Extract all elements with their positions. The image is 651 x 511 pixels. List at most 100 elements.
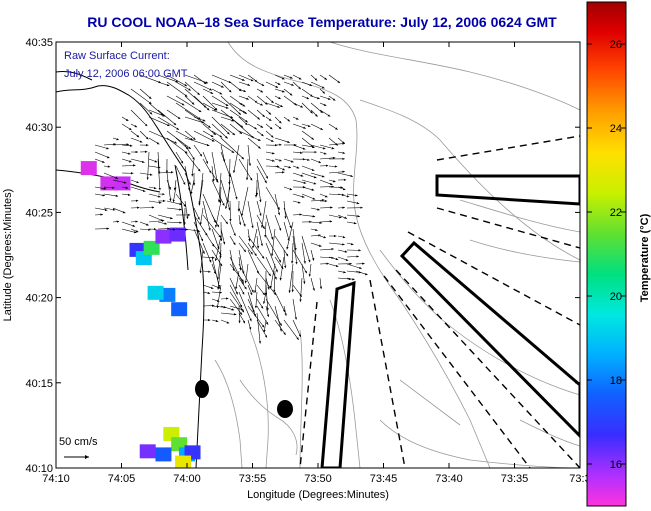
current-vector xyxy=(346,214,360,218)
x-tick-label: 73:45 xyxy=(370,473,398,485)
current-vector xyxy=(265,130,274,138)
current-annotation-line-1: Raw Surface Current: xyxy=(64,50,170,62)
current-vector xyxy=(310,221,322,224)
current-vector xyxy=(292,235,298,265)
current-vector xyxy=(247,228,251,242)
current-vector xyxy=(211,165,215,182)
current-vector xyxy=(283,74,293,79)
current-vector xyxy=(283,88,293,96)
current-vector xyxy=(247,137,261,149)
current-vector xyxy=(337,214,348,219)
x-tick-label: 73:50 xyxy=(304,473,332,485)
current-vector xyxy=(337,256,349,261)
current-vector xyxy=(211,116,230,135)
current-vector xyxy=(184,200,189,219)
current-vector xyxy=(211,228,220,250)
current-vector xyxy=(337,277,352,281)
current-vector xyxy=(292,228,297,251)
current-vector xyxy=(211,284,221,289)
sst-patch xyxy=(155,229,172,244)
current-vector xyxy=(283,158,294,163)
coastline xyxy=(56,71,205,468)
current-vector xyxy=(346,255,359,258)
current-vector xyxy=(247,291,257,317)
current-vector xyxy=(292,249,308,274)
current-vector xyxy=(283,165,292,169)
current-vector xyxy=(247,298,255,313)
current-vector xyxy=(139,130,149,140)
current-vector xyxy=(256,298,264,309)
current-vector xyxy=(264,221,267,238)
current-vector xyxy=(310,109,318,117)
current-vector xyxy=(265,109,272,115)
colorbar-tick-label: 24 xyxy=(610,123,622,135)
current-vector xyxy=(301,144,315,149)
current-vector xyxy=(229,172,238,200)
lane-southeast xyxy=(399,240,580,439)
current-vector xyxy=(292,298,298,320)
y-tick-label: 40:10 xyxy=(25,463,53,475)
current-vector xyxy=(121,164,136,167)
current-vector xyxy=(279,256,285,281)
current-vector xyxy=(130,228,139,233)
current-vector xyxy=(157,158,161,191)
current-vector xyxy=(229,81,242,92)
current-vector xyxy=(256,109,266,118)
current-vector xyxy=(310,172,325,178)
current-vector xyxy=(319,151,327,155)
current-vector xyxy=(265,95,274,104)
current-vector xyxy=(301,88,313,97)
current-vector xyxy=(229,74,245,81)
current-vector xyxy=(265,137,274,143)
current-vector xyxy=(273,270,276,293)
current-vector xyxy=(121,186,129,189)
current-vector xyxy=(301,165,315,171)
current-vector xyxy=(301,179,317,185)
current-annotation-line-2: July 12, 2006 06:00 GMT xyxy=(64,68,188,80)
current-vector xyxy=(238,249,245,274)
current-vector xyxy=(247,284,253,296)
current-vector xyxy=(274,81,281,86)
current-vector xyxy=(328,186,343,189)
current-vector xyxy=(301,123,311,128)
current-vector xyxy=(328,263,339,268)
current-vector xyxy=(256,123,264,128)
current-vector xyxy=(202,123,217,136)
current-vector xyxy=(139,74,162,84)
current-vector xyxy=(211,130,223,138)
current-vector xyxy=(238,74,254,82)
current-vector xyxy=(292,179,307,184)
current-vector xyxy=(103,143,116,146)
current-vector xyxy=(166,179,171,190)
current-vector xyxy=(220,123,236,136)
y-tick-label: 40:15 xyxy=(25,378,53,390)
current-vector xyxy=(211,249,223,267)
colorbar-label: Temperature (°C) xyxy=(639,213,651,302)
current-vector xyxy=(355,270,368,276)
current-vector xyxy=(229,305,244,311)
current-vector xyxy=(247,235,265,259)
current-vector xyxy=(292,151,303,154)
current-vector xyxy=(148,219,165,223)
current-vector xyxy=(274,214,282,231)
current-vectors xyxy=(94,74,368,344)
current-vector xyxy=(148,116,170,127)
current-vector xyxy=(346,277,355,281)
current-vector xyxy=(310,95,320,100)
current-vector xyxy=(310,249,315,261)
current-vector xyxy=(211,172,219,183)
current-vector xyxy=(184,88,207,108)
current-vector xyxy=(184,109,211,128)
current-vector xyxy=(121,151,131,155)
current-vector xyxy=(130,123,138,128)
current-vector xyxy=(265,81,279,88)
sst-patch xyxy=(143,240,160,255)
scale-arrow: 50 cm/s xyxy=(59,436,98,459)
current-vector xyxy=(265,102,280,108)
current-vector xyxy=(346,221,357,225)
current-vector xyxy=(220,214,229,225)
current-vector xyxy=(337,151,346,155)
current-vector xyxy=(247,95,258,104)
current-vector xyxy=(290,242,294,264)
